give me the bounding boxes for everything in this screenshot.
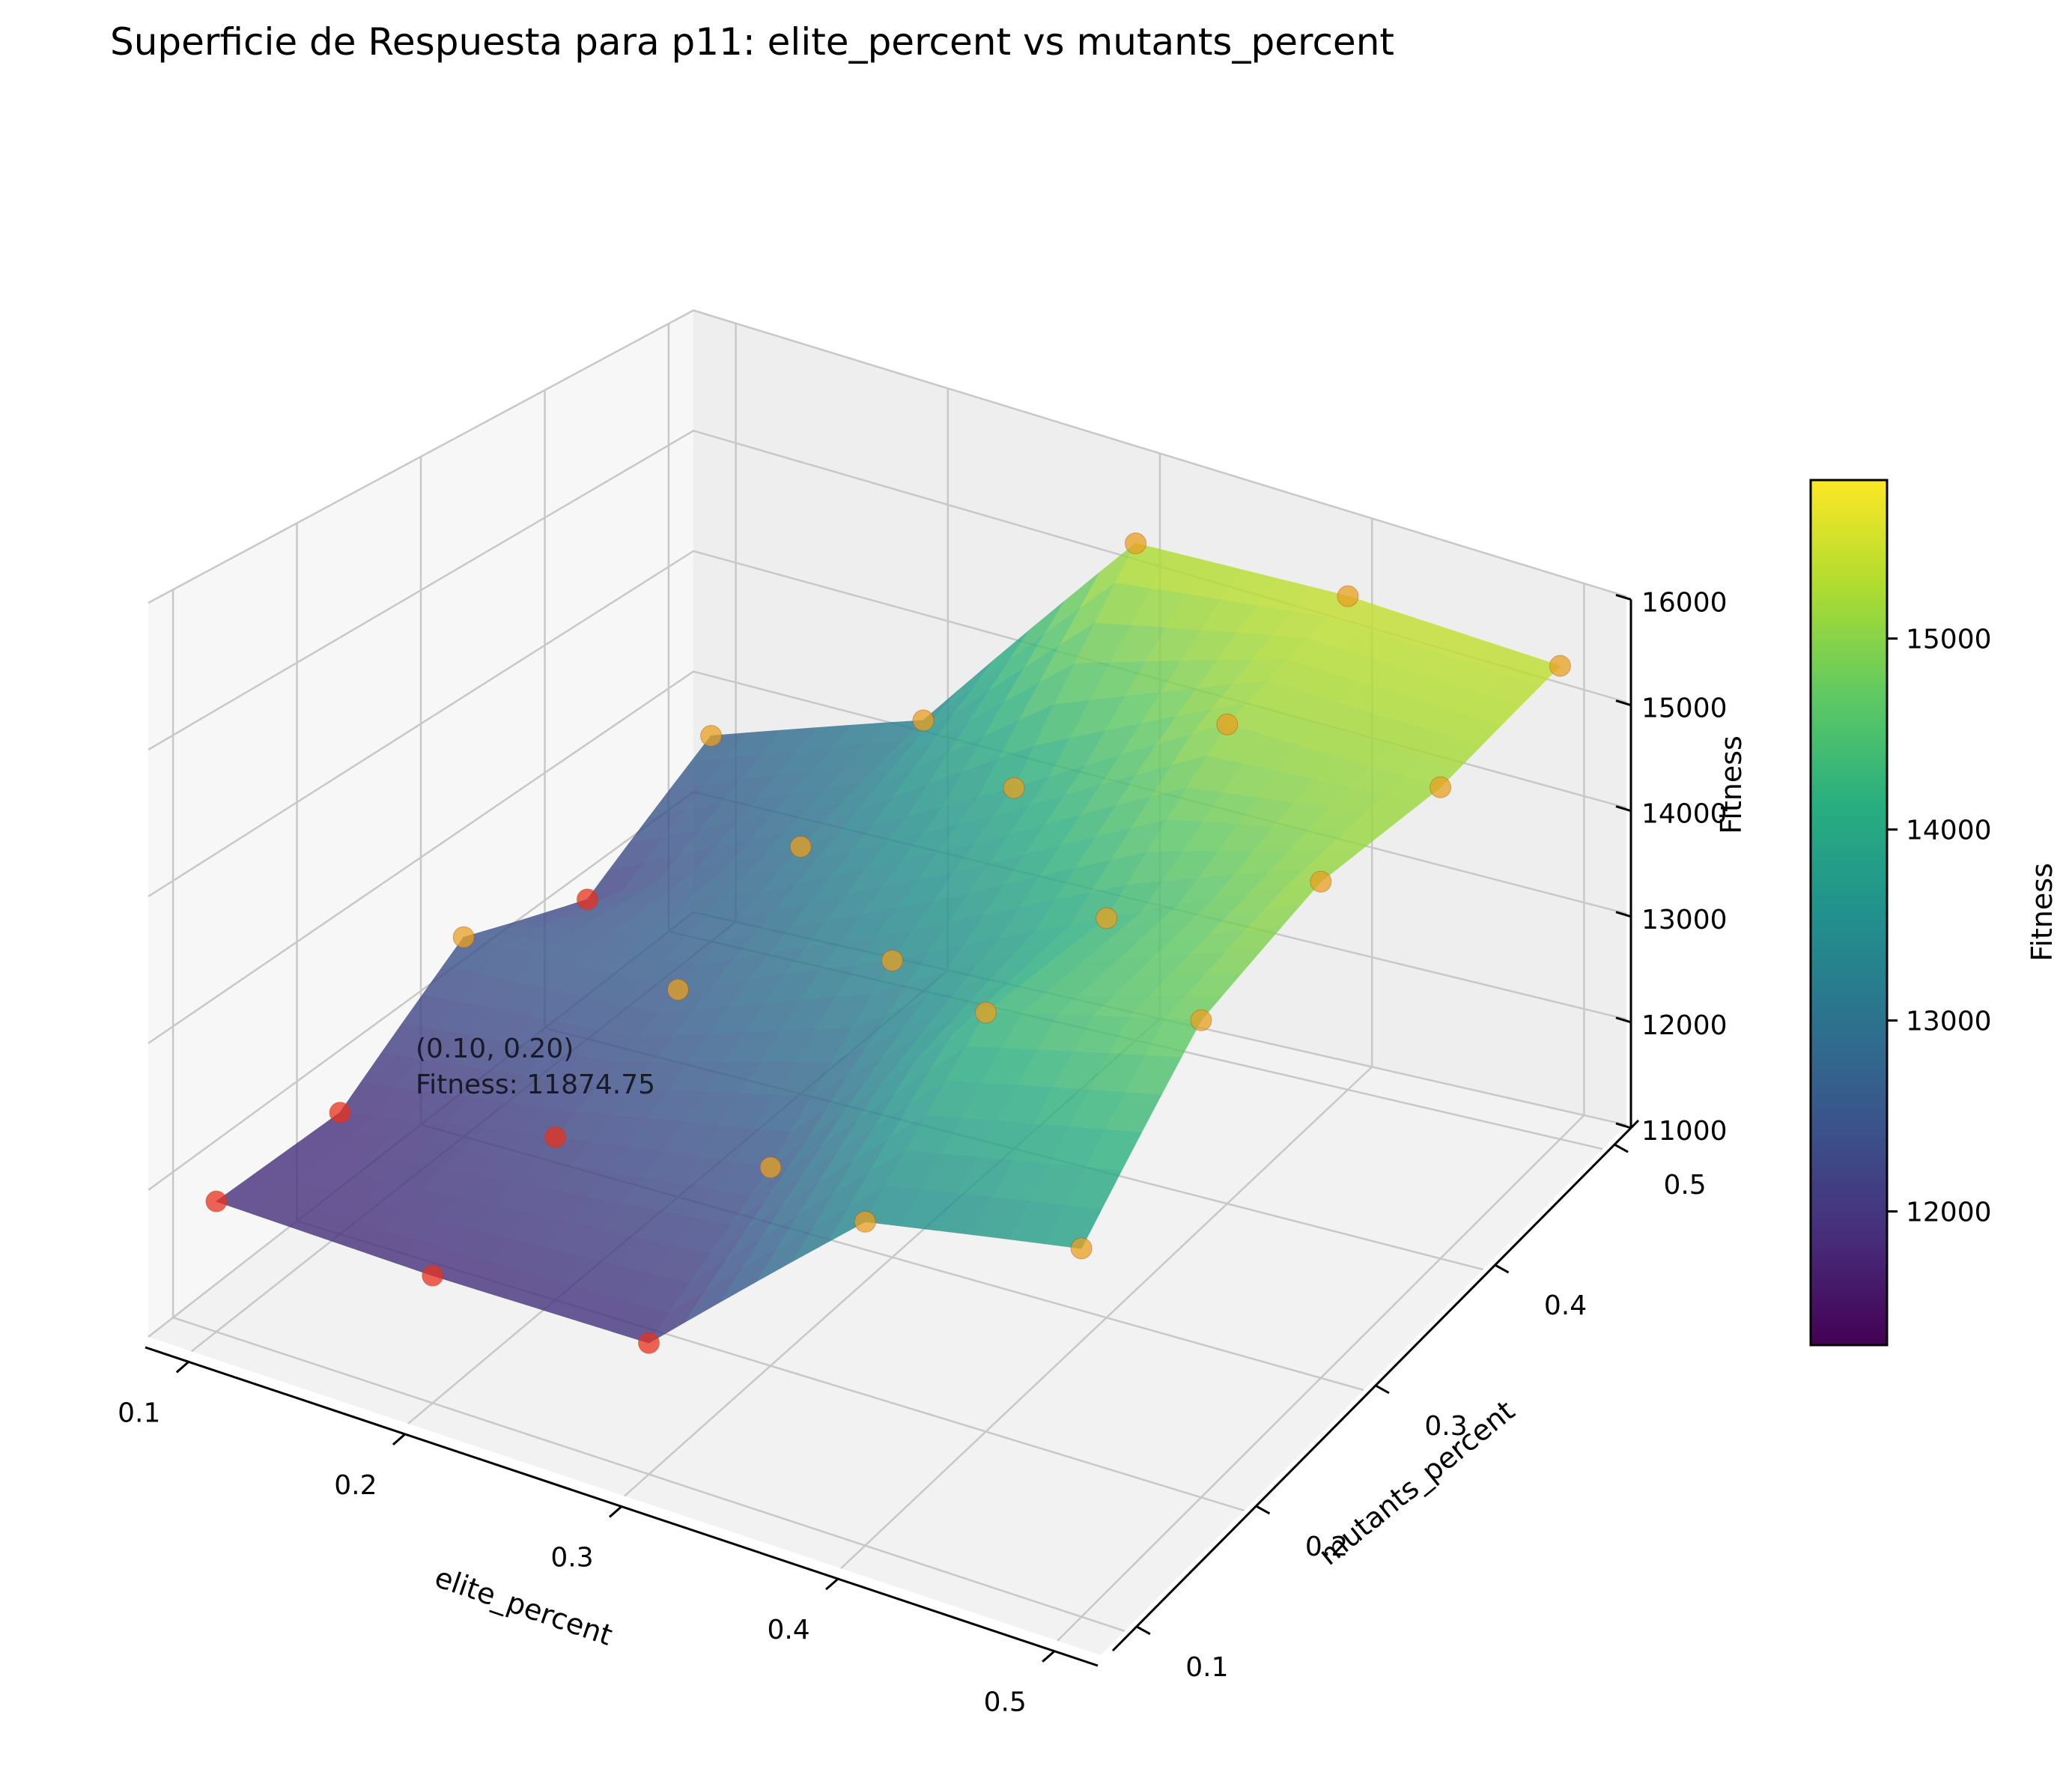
axes: 0.1 0.1 0.2 0.2 0.3 0.3 0.4 0.4 0.5 0.5 11000 12000… <box>118 587 1727 1717</box>
data-points <box>205 532 1571 1354</box>
data-point <box>700 725 723 747</box>
y-tick <box>1614 1143 1629 1153</box>
z-tick-label: 12000 <box>1641 1010 1728 1041</box>
y-tick <box>1494 1263 1510 1274</box>
colorbar: 12000 13000 14000 15000 Fitness <box>1809 479 2059 1347</box>
annotation-fitness: Fitness: 11874.75 <box>416 1069 655 1100</box>
data-point <box>881 950 903 972</box>
z-tick-label: 16000 <box>1641 587 1728 618</box>
colorbar-ticks: 12000 13000 14000 15000 <box>1887 625 1992 1228</box>
data-point <box>1337 585 1359 607</box>
data-point <box>1310 870 1332 893</box>
x-tick <box>392 1433 406 1446</box>
data-point <box>452 926 475 948</box>
data-point <box>544 1126 566 1148</box>
colorbar-tick-label: 14000 <box>1906 816 1992 846</box>
data-point <box>638 1332 660 1354</box>
z-tick-label: 14000 <box>1641 799 1728 830</box>
y-tick-label: 0.3 <box>1424 1411 1467 1442</box>
chart-title: Superficie de Respuesta para p11: elite_… <box>110 20 1394 64</box>
data-point <box>789 836 812 858</box>
z-tick-label: 11000 <box>1641 1116 1728 1147</box>
data-point <box>329 1102 351 1124</box>
z-tick-label: 13000 <box>1641 905 1728 935</box>
data-point <box>1096 907 1118 929</box>
data-point <box>1430 776 1452 798</box>
x-tick <box>175 1361 189 1374</box>
x-tick-label: 0.5 <box>984 1687 1027 1718</box>
colorbar-tick-label: 15000 <box>1906 625 1992 655</box>
data-point <box>1190 1009 1212 1031</box>
data-point <box>422 1264 444 1287</box>
z-tick <box>1615 1122 1632 1129</box>
z-tick <box>1615 911 1632 918</box>
annotation-coords: (0.10, 0.20) <box>416 1034 574 1064</box>
y-tick <box>1375 1384 1390 1395</box>
data-point <box>759 1156 782 1179</box>
x-tick <box>1042 1650 1056 1663</box>
y-tick-label: 0.1 <box>1185 1652 1228 1683</box>
colorbar-gradient <box>1809 479 1889 1347</box>
data-point <box>1125 532 1146 554</box>
z-axis-label: Fitness <box>1715 735 1748 834</box>
annotation: (0.10, 0.20) Fitness: 11874.75 <box>416 1034 655 1100</box>
x-tick-label: 0.4 <box>767 1615 809 1645</box>
data-point <box>1549 655 1571 677</box>
data-point <box>666 978 689 1001</box>
y-tick <box>1136 1625 1151 1636</box>
y-axis-label: mutants_percent <box>1313 1394 1521 1571</box>
x-tick-label: 0.3 <box>550 1543 593 1574</box>
data-point <box>205 1190 228 1213</box>
z-tick <box>1615 1016 1632 1024</box>
grid-line-z <box>148 309 1627 604</box>
x-tick <box>609 1505 622 1518</box>
z-tick <box>1615 593 1632 601</box>
data-point <box>1216 713 1239 735</box>
surface-facet <box>1045 1204 1102 1249</box>
x-tick <box>825 1577 839 1591</box>
data-point <box>912 709 935 732</box>
x-tick-label: 0.2 <box>334 1470 377 1501</box>
y-tick-label: 0.2 <box>1305 1532 1348 1562</box>
response-surface <box>215 542 1561 1344</box>
colorbar-label: Fitness <box>2026 863 2059 962</box>
y-tick-label: 0.4 <box>1544 1290 1587 1321</box>
colorbar-tick-label: 13000 <box>1906 1007 1992 1037</box>
y-tick-label: 0.5 <box>1663 1170 1706 1201</box>
y-tick <box>1255 1505 1271 1515</box>
data-point <box>1003 777 1025 799</box>
data-point <box>1070 1237 1093 1260</box>
data-point <box>975 1001 997 1024</box>
z-tick <box>1615 700 1632 706</box>
colorbar-tick-label: 12000 <box>1906 1198 1992 1228</box>
z-tick <box>1615 805 1632 813</box>
data-point <box>854 1210 876 1233</box>
x-tick-label: 0.1 <box>118 1398 160 1428</box>
data-point <box>576 888 598 911</box>
z-tick-label: 15000 <box>1641 694 1728 724</box>
x-axis-label: elite_percent <box>431 1561 616 1652</box>
